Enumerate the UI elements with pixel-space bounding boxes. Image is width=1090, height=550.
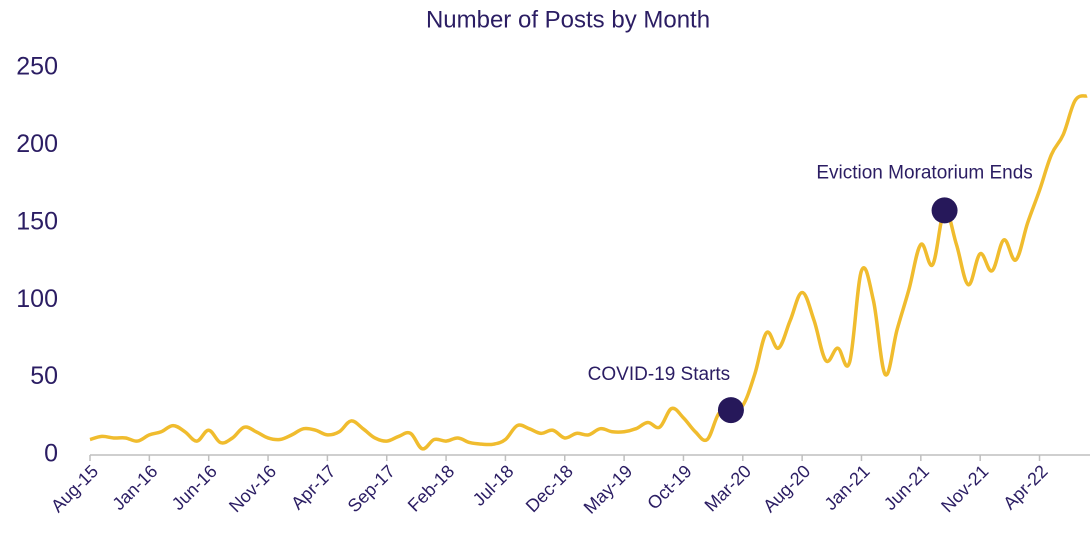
x-tick-label: Jun-16 bbox=[168, 461, 221, 514]
x-tick-label: Jul-18 bbox=[469, 461, 518, 510]
x-tick-label: Apr-17 bbox=[287, 461, 339, 513]
x-tick-label: May-19 bbox=[580, 461, 637, 518]
x-tick-label: Aug-20 bbox=[759, 461, 814, 516]
y-tick-label: 100 bbox=[16, 285, 58, 313]
line-series bbox=[89, 94, 1088, 451]
chart-title: Number of Posts by Month bbox=[426, 6, 710, 33]
x-tick-label: Aug-15 bbox=[47, 461, 102, 516]
x-tick-label: Jan-16 bbox=[108, 461, 161, 514]
x-tick-label: Mar-20 bbox=[701, 461, 755, 515]
x-tick-label: Dec-18 bbox=[522, 461, 577, 516]
y-tick-label: 200 bbox=[16, 130, 58, 158]
x-tick-label: Nov-21 bbox=[937, 461, 992, 516]
annotation-marker bbox=[717, 397, 744, 424]
x-tick-label: Jun-21 bbox=[880, 461, 933, 514]
x-tick-label: Apr-22 bbox=[999, 461, 1051, 513]
x-tick-label: Feb-18 bbox=[404, 461, 458, 515]
y-tick-label: 0 bbox=[44, 440, 58, 468]
y-tick-label: 50 bbox=[30, 362, 58, 390]
x-tick-label: Oct-19 bbox=[643, 461, 695, 513]
annotation-text: Eviction Moratorium Ends bbox=[816, 162, 1032, 183]
y-tick-label: 250 bbox=[16, 53, 58, 81]
annotation-marker bbox=[931, 197, 958, 224]
x-tick-label: Jan-21 bbox=[821, 461, 874, 514]
x-tick-label: Sep-17 bbox=[344, 461, 399, 516]
annotation-text: COVID-19 Starts bbox=[588, 364, 731, 385]
x-tick-label: Nov-16 bbox=[225, 461, 280, 516]
y-tick-label: 150 bbox=[16, 207, 58, 235]
